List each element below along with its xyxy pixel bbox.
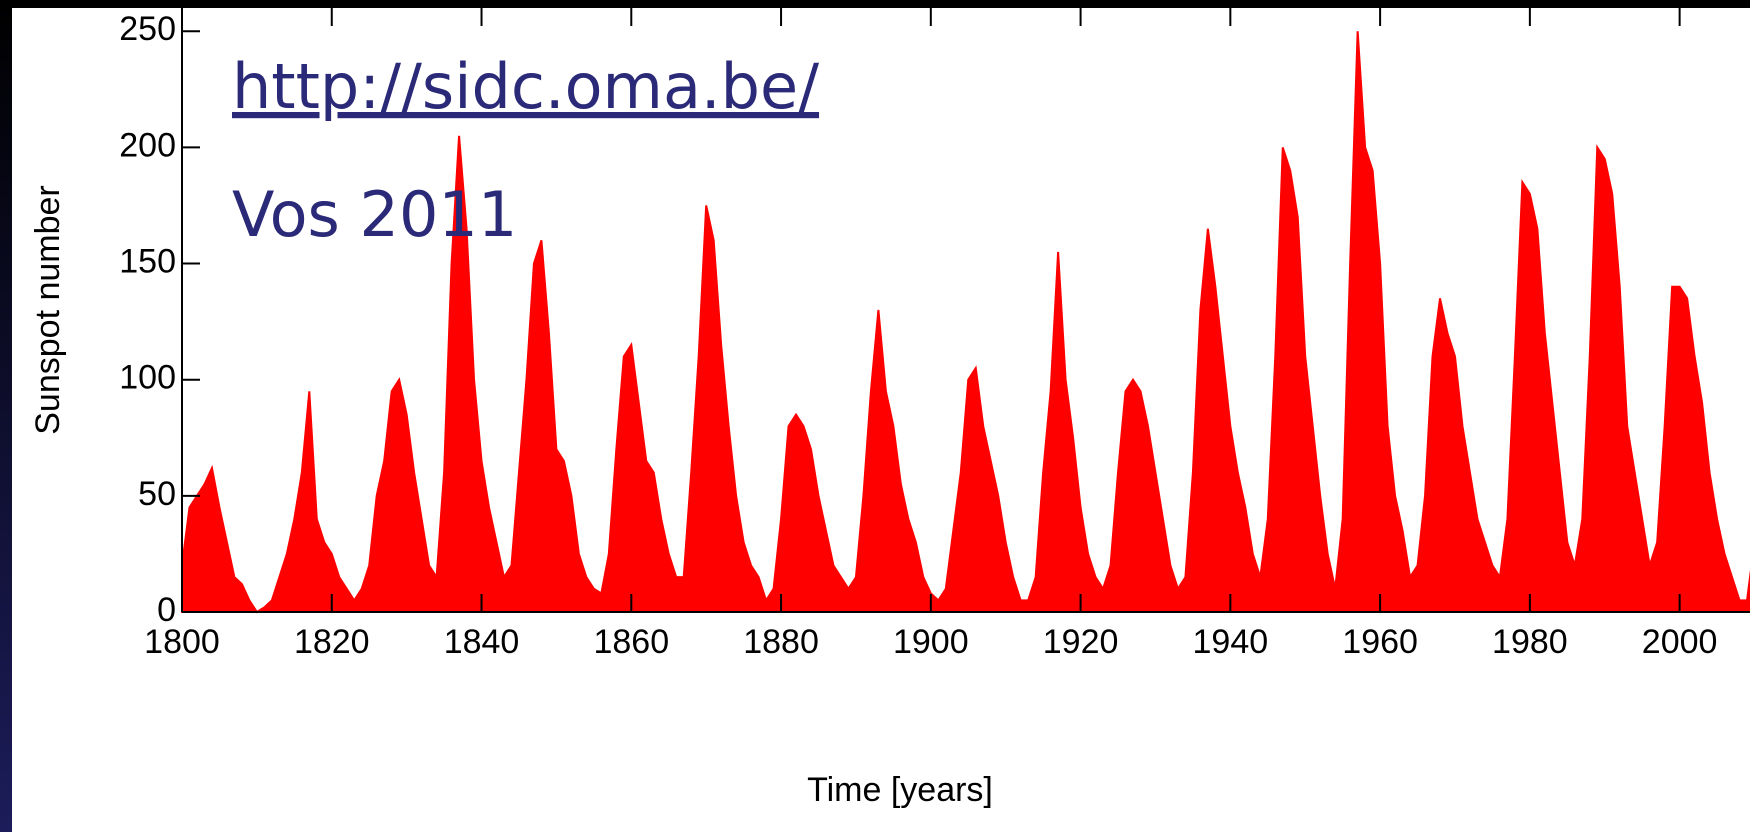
x-tick-label: 1880 — [743, 623, 819, 661]
x-tick-label: 1860 — [593, 623, 669, 661]
link[interactable]: http://sidc.oma.be/ — [232, 50, 819, 123]
x-tick-label: 1900 — [893, 623, 969, 661]
y-tick-label: 200 — [119, 126, 176, 164]
x-tick-label: 1980 — [1492, 623, 1568, 661]
x-tick-label: 2000 — [1642, 623, 1718, 661]
y-tick-label: 250 — [119, 10, 176, 48]
y-tick-label: 50 — [138, 475, 176, 513]
x-tick-label: 1800 — [144, 623, 220, 661]
x-tick-label: 1840 — [444, 623, 520, 661]
y-tick-label: 150 — [119, 243, 176, 281]
x-axis-title: Time [years] — [807, 771, 993, 809]
top-strip — [0, 0, 1750, 8]
y-axis-title: Sunspot number — [29, 185, 67, 435]
y-tick-label: 100 — [119, 359, 176, 397]
area — [181, 31, 1750, 614]
annotation: Vos 2011 — [232, 178, 517, 251]
plot-area — [181, 31, 1750, 614]
side-strip — [0, 0, 12, 832]
y-tick-label: 0 — [157, 591, 176, 629]
x-tick-label: 1820 — [294, 623, 370, 661]
x-tick-label: 1920 — [1043, 623, 1119, 661]
x-tick-label: 1960 — [1342, 623, 1418, 661]
x-tick-label: 1940 — [1193, 623, 1269, 661]
